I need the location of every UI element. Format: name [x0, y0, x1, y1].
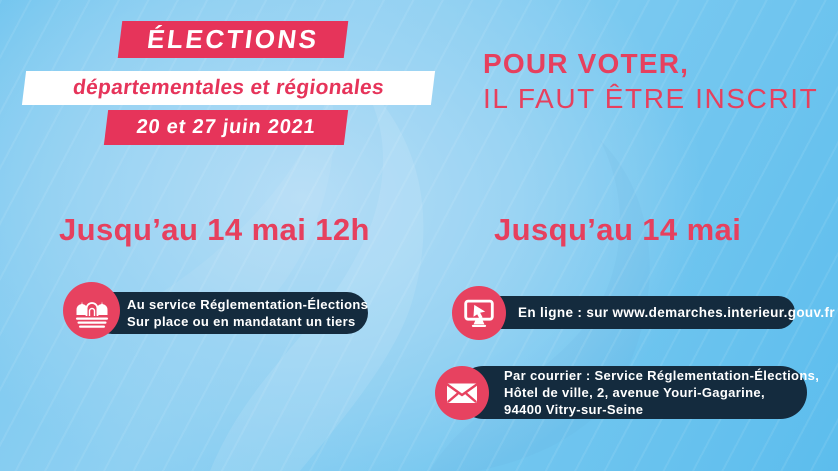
deadline-right: Jusqu’au 14 mai [494, 212, 742, 247]
pill-mail-line2: Hôtel de ville, 2, avenue Youri-Gagarine… [504, 385, 765, 400]
town-hall-badge [63, 282, 120, 339]
pill-registration-line1: Au service Réglementation-Élections [127, 297, 369, 312]
banner-elections-subtitle: départementales et régionales [21, 71, 436, 105]
envelope-badge [435, 366, 489, 420]
pill-mail-line3: 94400 Vitry-sur-Seine [504, 402, 644, 417]
pill-mail-line1: Par courrier : Service Réglementation-Él… [504, 368, 820, 383]
pill-online-registration[interactable]: En ligne : sur www.demarches.interieur.g… [477, 296, 835, 329]
headline-il-faut-etre-inscrit: IL FAUT ÊTRE INSCRIT [483, 83, 819, 114]
pill-registration-in-person: Au service Réglementation-Élections Sur … [91, 292, 368, 334]
computer-icon [464, 299, 494, 327]
computer-badge [452, 286, 506, 340]
online-url-text[interactable]: En ligne : sur www.demarches.interieur.g… [518, 305, 835, 320]
pill-mail-registration: Par courrier : Service Réglementation-Él… [457, 366, 820, 419]
deadline-left: Jusqu’au 14 mai 12h [59, 212, 370, 247]
banner-elections-date: 20 et 27 juin 2021 [103, 110, 349, 145]
envelope-icon [446, 383, 478, 403]
banner-elections-title: ÉLECTIONS [117, 21, 349, 58]
town-hall-icon [75, 301, 108, 328]
pill-registration-line2: Sur place ou en mandatant un tiers [127, 314, 356, 329]
headline-pour-voter: POUR VOTER, [483, 48, 690, 79]
